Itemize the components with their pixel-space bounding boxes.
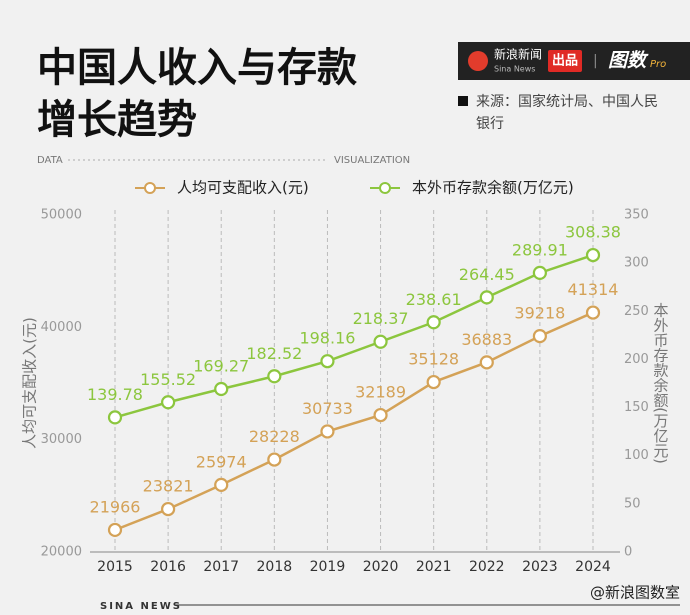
tag: DATA <box>37 155 63 166</box>
y2-tick-label: 50 <box>624 496 641 511</box>
point <box>373 334 388 349</box>
point <box>161 501 176 517</box>
y-tick-label: 50000 <box>41 208 82 223</box>
y2-tick-label: 250 <box>624 304 649 319</box>
source-mark <box>458 96 468 106</box>
point <box>320 424 335 439</box>
value-label: 36883 <box>461 330 512 349</box>
x-tick-label: 2020 <box>363 559 399 575</box>
source: 银行 <box>476 116 504 132</box>
badge: 出品 <box>552 53 578 69</box>
y2-tick-label: 350 <box>624 208 649 223</box>
y2-tick-label: 0 <box>624 545 632 560</box>
x-tick-label: 2018 <box>257 559 293 575</box>
value-label: 32189 <box>355 383 406 402</box>
y2-tick-label: 200 <box>624 352 649 367</box>
logo-cn: 新浪新闻 <box>494 47 542 62</box>
point <box>585 305 601 320</box>
value-label: 238.61 <box>406 290 462 309</box>
point <box>479 355 494 370</box>
series-line <box>114 253 594 419</box>
x-tick-label: 2022 <box>469 559 505 575</box>
value-label: 28228 <box>249 427 300 446</box>
title-line: 中国人收入与存款 <box>37 45 357 91</box>
badge-bg <box>548 50 582 72</box>
x-tick-label: 2017 <box>203 559 239 575</box>
value-label: 308.38 <box>565 223 621 242</box>
source: 来源：国家统计局、中国人民 <box>476 93 658 110</box>
footer-brand: SINA NEWS <box>100 601 182 612</box>
y2-tick-label: 300 <box>624 256 649 271</box>
x-tick-label: 2023 <box>522 559 558 575</box>
value-label: 30733 <box>302 399 353 418</box>
brand: 图数 <box>608 50 649 72</box>
point <box>532 265 547 280</box>
point <box>373 407 388 423</box>
y-tick-label: 30000 <box>41 432 82 447</box>
logo-en: Sina News <box>494 65 535 74</box>
y2-tick-label: 100 <box>624 448 649 463</box>
point <box>214 381 229 397</box>
y-tick-label: 20000 <box>41 545 82 560</box>
watermark: @新浪图数室 <box>590 584 680 602</box>
series-line <box>114 311 594 532</box>
x-tick-label: 2016 <box>150 559 186 575</box>
value-label: 182.52 <box>246 344 302 363</box>
legend-label: 人均可支配收入(元) <box>177 179 309 197</box>
point <box>107 522 123 538</box>
point <box>214 477 229 492</box>
y2-axis-title: 本外币存款余额(万亿元) <box>652 302 670 464</box>
value-label: 198.16 <box>299 329 355 348</box>
legend-label: 本外币存款余额(万亿元) <box>412 179 574 197</box>
value-label: 155.52 <box>140 370 196 389</box>
x-tick-label: 2021 <box>416 559 452 575</box>
value-label: 25974 <box>196 452 247 471</box>
divider: | <box>593 53 598 69</box>
brand-tag: Pro <box>650 59 666 70</box>
point <box>320 354 335 369</box>
point <box>267 452 282 467</box>
point <box>532 329 547 344</box>
logo-icon <box>468 51 488 71</box>
value-label: 169.27 <box>193 357 249 376</box>
y2-tick-label: 150 <box>624 400 649 415</box>
footer-gap <box>95 598 175 612</box>
x-tick-label: 2019 <box>310 559 346 575</box>
x-tick-label: 2015 <box>97 559 133 575</box>
legend-marker <box>379 182 391 194</box>
value-label: 264.45 <box>459 265 515 284</box>
point <box>161 395 176 410</box>
point <box>479 290 494 305</box>
value-label: 35128 <box>408 350 459 369</box>
y-tick-label: 40000 <box>41 320 82 335</box>
value-label: 39218 <box>514 304 565 323</box>
point <box>107 410 123 425</box>
legend-marker <box>144 182 156 194</box>
value-label: 41314 <box>568 280 619 299</box>
x-tick-label: 2024 <box>575 559 611 575</box>
tag: VISUALIZATION <box>334 155 410 166</box>
y-axis-title: 人均可支配收入(元) <box>21 317 39 449</box>
point <box>267 369 282 384</box>
title-line: 增长趋势 <box>37 97 197 143</box>
value-label: 21966 <box>90 497 141 516</box>
value-label: 139.78 <box>87 385 143 404</box>
point <box>426 374 441 390</box>
value-label: 289.91 <box>512 240 568 259</box>
point <box>426 315 441 330</box>
point <box>585 247 601 263</box>
value-label: 218.37 <box>353 309 409 328</box>
value-label: 23821 <box>143 477 194 496</box>
